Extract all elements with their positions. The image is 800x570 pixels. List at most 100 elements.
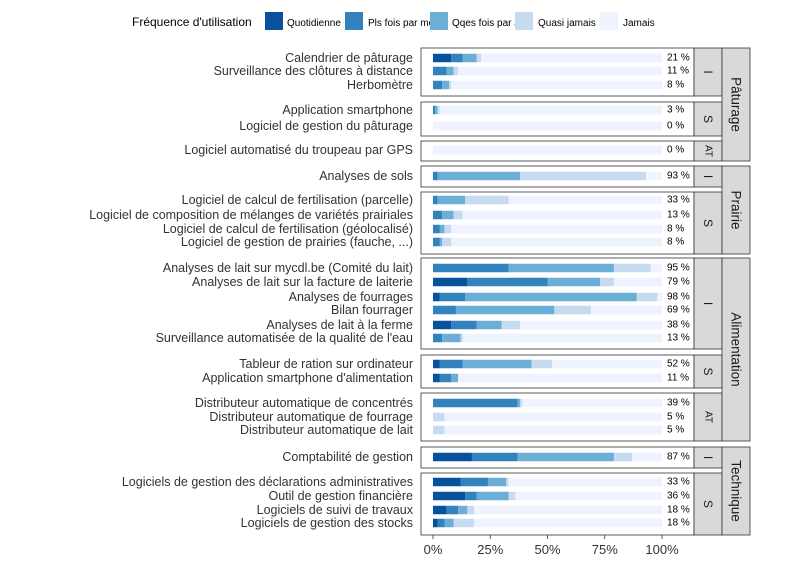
bar-logiciels-de-gestion-des-stocks-quasi-jamais bbox=[453, 518, 475, 528]
bar-analyses-de-lait-a-la-ferme-pls-fois-par-mois bbox=[451, 320, 477, 330]
bar-logiciel-automatise-du-troupeau-par-gps-jamais bbox=[433, 145, 662, 155]
bar-analyses-de-sols-pls-fois-par-mois bbox=[433, 171, 438, 181]
bar-surveillance-automatisee-de-la-qualite-de-l-eau-pls-fois-par-mois bbox=[433, 333, 443, 343]
row-label-surveillance-des-clotures-a-distance: Surveillance des clôtures à distance bbox=[214, 64, 413, 78]
bar-logiciels-de-gestion-des-stocks-quotidienne bbox=[433, 518, 438, 528]
legend-label-qqes-fois-par-an: Qqes fois par an bbox=[452, 18, 525, 29]
bar-comptabilite-de-gestion-quotidienne bbox=[433, 452, 472, 462]
bar-distributeur-automatique-de-lait-quasi-jamais bbox=[433, 425, 445, 435]
bar-outil-de-gestion-financiere-quasi-jamais bbox=[508, 491, 516, 501]
group-label-alimentation: Alimentation bbox=[729, 312, 744, 386]
pct-label-outil-de-gestion-financiere: 36 % bbox=[667, 491, 690, 502]
row-label-application-smartphone-d-alimentation: Application smartphone d'alimentation bbox=[202, 371, 413, 385]
bar-logiciels-de-gestion-des-declarations-administratives-quotidienne bbox=[433, 477, 461, 487]
row-label-surveillance-automatisee-de-la-qualite-de-l-eau: Surveillance automatisée de la qualité d… bbox=[156, 331, 413, 345]
strip-label-alimentation-at: AT bbox=[703, 411, 714, 423]
row-label-logiciel-de-gestion-du-paturage: Logiciel de gestion du pâturage bbox=[239, 119, 413, 133]
strip-label-alimentation-i: I bbox=[701, 302, 715, 305]
bar-tableur-de-ration-sur-ordinateur-quotidienne bbox=[433, 359, 440, 369]
pct-label-distributeur-automatique-de-concentres: 39 % bbox=[667, 398, 690, 409]
row-label-analyses-de-fourrages: Analyses de fourrages bbox=[289, 290, 413, 304]
bar-distributeur-automatique-de-fourrage-jamais bbox=[444, 412, 662, 422]
bar-analyses-de-lait-sur-la-facture-de-laiterie-quotidienne bbox=[433, 277, 468, 287]
strip-alimentation-i bbox=[693, 257, 723, 350]
bar-analyses-de-lait-sur-mycdl-be-comite-du-lait-jamais bbox=[650, 263, 662, 273]
row-label-logiciels-de-gestion-des-declarations-administratives: Logiciels de gestion des déclarations ad… bbox=[122, 475, 413, 489]
bar-analyses-de-fourrages-qqes-fois-par-an bbox=[465, 292, 637, 302]
bar-outil-de-gestion-financiere-quotidienne bbox=[433, 491, 466, 501]
bar-distributeur-automatique-de-concentres-pls-fois-par-mois bbox=[433, 398, 518, 408]
strip-paturage-s bbox=[693, 101, 723, 137]
legend-label-quotidienne: Quotidienne bbox=[287, 18, 341, 29]
strip-alimentation-s bbox=[693, 354, 723, 389]
pct-label-herbometre: 8 % bbox=[667, 80, 684, 91]
pct-label-analyses-de-fourrages: 98 % bbox=[667, 292, 690, 303]
x-tick-label-1: 25% bbox=[477, 542, 503, 557]
bar-comptabilite-de-gestion-pls-fois-par-mois bbox=[471, 452, 518, 462]
bar-application-smartphone-quasi-jamais bbox=[437, 105, 440, 115]
strip-label-technique-s: S bbox=[701, 500, 715, 508]
strip-label-technique-i: I bbox=[701, 456, 715, 459]
bar-herbometre-qqes-fois-par-an bbox=[442, 80, 450, 90]
bar-herbometre-jamais bbox=[451, 80, 662, 90]
group-label-paturage: Pâturage bbox=[729, 77, 744, 132]
row-label-tableur-de-ration-sur-ordinateur: Tableur de ration sur ordinateur bbox=[239, 357, 413, 371]
row-label-logiciels-de-suivi-de-travaux: Logiciels de suivi de travaux bbox=[257, 503, 414, 517]
row-label-logiciels-de-gestion-des-stocks: Logiciels de gestion des stocks bbox=[241, 516, 413, 530]
strip-alimentation-at bbox=[693, 392, 723, 442]
row-label-bilan-fourrager: Bilan fourrager bbox=[331, 303, 413, 317]
bar-logiciels-de-gestion-des-stocks-jamais bbox=[474, 518, 662, 528]
strip-label-paturage-i: I bbox=[701, 70, 715, 73]
bar-analyses-de-lait-sur-la-facture-de-laiterie-qqes-fois-par-an bbox=[547, 277, 601, 287]
bar-logiciel-de-gestion-de-prairies-fauche-quasi-jamais bbox=[442, 237, 452, 247]
bar-surveillance-automatisee-de-la-qualite-de-l-eau-jamais bbox=[462, 333, 662, 343]
bar-logiciel-de-gestion-de-prairies-fauche-jamais bbox=[451, 237, 662, 247]
bar-logiciel-de-gestion-de-prairies-fauche-pls-fois-par-mois bbox=[433, 237, 440, 247]
pct-label-logiciel-de-gestion-de-prairies-fauche: 8 % bbox=[667, 237, 684, 248]
bar-outil-de-gestion-financiere-pls-fois-par-mois bbox=[465, 491, 477, 501]
bar-herbometre-quasi-jamais bbox=[449, 80, 452, 90]
pct-label-distributeur-automatique-de-lait: 5 % bbox=[667, 425, 684, 436]
row-label-logiciel-de-calcul-de-fertilisation-geolocalise: Logiciel de calcul de fertilisation (géo… bbox=[163, 222, 413, 236]
group-label-prairie: Prairie bbox=[729, 190, 744, 229]
bar-surveillance-des-clotures-a-distance-pls-fois-par-mois bbox=[433, 66, 447, 76]
bar-analyses-de-lait-a-la-ferme-quotidienne bbox=[433, 320, 452, 330]
bar-logiciel-de-calcul-de-fertilisation-parcelle-quasi-jamais bbox=[465, 195, 509, 205]
bar-calendrier-de-paturage-pls-fois-par-mois bbox=[451, 53, 463, 63]
bar-logiciel-de-calcul-de-fertilisation-geolocalise-jamais bbox=[451, 224, 662, 234]
bar-distributeur-automatique-de-fourrage-quasi-jamais bbox=[433, 412, 445, 422]
bar-bilan-fourrager-pls-fois-par-mois bbox=[433, 305, 456, 315]
bar-logiciels-de-suivi-de-travaux-quotidienne bbox=[433, 505, 447, 515]
bar-application-smartphone-d-alimentation-qqes-fois-par-an bbox=[451, 373, 459, 383]
group-strip-alimentation bbox=[721, 257, 751, 442]
pct-label-tableur-de-ration-sur-ordinateur: 52 % bbox=[667, 359, 690, 370]
row-label-distributeur-automatique-de-lait: Distributeur automatique de lait bbox=[240, 423, 414, 437]
pct-label-analyses-de-lait-sur-la-facture-de-laiterie: 79 % bbox=[667, 277, 690, 288]
row-label-analyses-de-lait-a-la-ferme: Analyses de lait à la ferme bbox=[266, 318, 413, 332]
bar-analyses-de-sols-qqes-fois-par-an bbox=[437, 171, 521, 181]
bar-surveillance-automatisee-de-la-qualite-de-l-eau-quasi-jamais bbox=[460, 333, 463, 343]
bar-analyses-de-lait-a-la-ferme-qqes-fois-par-an bbox=[476, 320, 502, 330]
group-strip-paturage bbox=[721, 47, 751, 162]
row-label-logiciel-de-calcul-de-fertilisation-parcelle: Logiciel de calcul de fertilisation (par… bbox=[182, 193, 413, 207]
bar-application-smartphone-d-alimentation-pls-fois-par-mois bbox=[439, 373, 452, 383]
pct-label-logiciel-de-composition-de-melanges-de-varietes-prairiales: 13 % bbox=[667, 210, 690, 221]
bar-logiciels-de-suivi-de-travaux-qqes-fois-par-an bbox=[458, 505, 468, 515]
pct-label-application-smartphone-d-alimentation: 11 % bbox=[667, 373, 689, 384]
bar-outil-de-gestion-financiere-qqes-fois-par-an bbox=[476, 491, 509, 501]
pct-label-logiciels-de-gestion-des-stocks: 18 % bbox=[667, 518, 690, 529]
pct-label-analyses-de-sols: 93 % bbox=[667, 171, 690, 182]
bar-logiciels-de-suivi-de-travaux-jamais bbox=[474, 505, 662, 515]
group-strip-prairie bbox=[721, 165, 751, 255]
bar-logiciels-de-gestion-des-declarations-administratives-pls-fois-par-mois bbox=[460, 477, 488, 487]
pct-label-surveillance-des-clotures-a-distance: 11 % bbox=[667, 66, 689, 77]
bar-distributeur-automatique-de-concentres-qqes-fois-par-an bbox=[517, 398, 521, 408]
bar-logiciel-de-calcul-de-fertilisation-geolocalise-quasi-jamais bbox=[444, 224, 452, 234]
bar-logiciels-de-gestion-des-stocks-qqes-fois-par-an bbox=[444, 518, 454, 528]
row-label-outil-de-gestion-financiere: Outil de gestion financière bbox=[268, 489, 413, 503]
row-label-application-smartphone: Application smartphone bbox=[282, 103, 413, 117]
bar-logiciel-de-calcul-de-fertilisation-parcelle-jamais bbox=[508, 195, 662, 205]
bar-surveillance-des-clotures-a-distance-qqes-fois-par-an bbox=[446, 66, 454, 76]
bar-logiciels-de-suivi-de-travaux-pls-fois-par-mois bbox=[446, 505, 459, 515]
